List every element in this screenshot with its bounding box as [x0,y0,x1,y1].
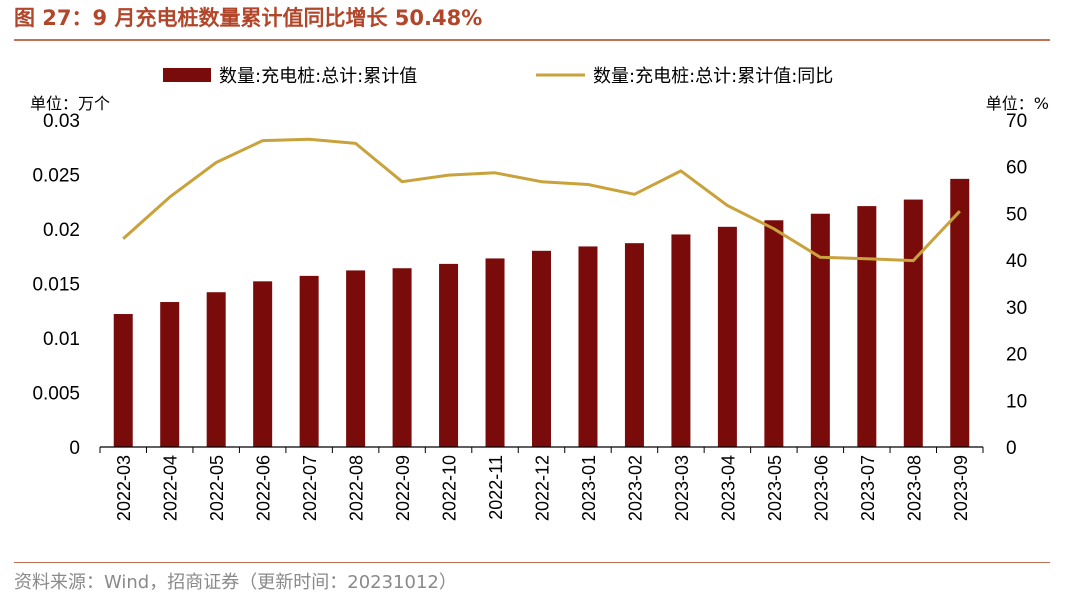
x-tick-label: 2022-06 [254,455,274,521]
source-note: 资料来源：Wind，招商证券（更新时间：20231012） [14,572,457,593]
bar [299,275,319,447]
y-left-tick-label: 0.01 [43,329,80,350]
x-tick-label: 2022-05 [207,455,227,521]
bar [253,281,273,447]
y-left-tick-label: 0.025 [32,166,80,187]
y-right-tick-label: 50 [1006,204,1027,225]
bar [578,246,598,447]
y-right-tick-label: 70 [1006,111,1027,132]
bar [764,220,784,447]
y-left-tick-label: 0.02 [43,220,80,241]
y-right-tick-label: 0 [1006,438,1017,459]
x-tick-label: 2022-04 [161,455,181,521]
x-tick-label: 2022-12 [533,455,553,521]
x-tick-label: 2023-05 [765,455,785,521]
bar [439,263,459,447]
bar [950,178,970,448]
y-right-tick-label: 20 [1006,345,1027,366]
bar [346,270,366,447]
x-tick-label: 2022-07 [300,455,320,521]
bar [532,250,551,447]
bar [113,314,133,447]
x-tick-label: 2022-11 [486,455,506,520]
legend-swatch-bar [163,68,211,82]
legend-label-bar: 数量:充电桩:总计:累计值 [219,66,417,87]
y-right-unit: 单位：% [986,94,1049,113]
legend-label-line: 数量:充电桩:总计:累计值:同比 [593,66,833,87]
y-right-tick-label: 30 [1006,298,1027,319]
x-tick-label: 2023-09 [951,455,971,521]
x-tick-label: 2022-03 [114,455,134,521]
y-left-tick-label: 0.015 [32,275,80,296]
bar [392,268,412,447]
y-right-tick-label: 10 [1006,391,1027,412]
bar [671,234,691,447]
x-tick-label: 2023-04 [718,455,738,521]
bar [485,258,505,447]
y-right-tick-label: 60 [1006,158,1027,179]
bar [717,226,737,447]
y-right-tick-label: 40 [1006,251,1027,272]
x-tick-label: 2022-10 [440,455,460,521]
bar [810,213,830,447]
x-tick-label: 2023-06 [811,455,831,521]
x-tick-label: 2023-07 [858,455,878,521]
bar [857,206,877,447]
bar [160,302,180,447]
y-left-tick-label: 0 [69,438,80,459]
x-tick-label: 2023-02 [625,455,645,521]
chart-title: 图 27：9 月充电桩数量累计值同比增长 50.48% [14,6,483,30]
x-tick-label: 2023-01 [579,455,599,521]
y-left-tick-label: 0.005 [32,384,80,405]
bar [624,243,644,447]
x-tick-label: 2022-09 [393,455,413,521]
source-divider [14,562,1050,563]
x-tick-label: 2022-08 [347,455,367,521]
bar [206,292,226,447]
x-tick-label: 2023-08 [904,455,924,521]
yoy-line [122,137,961,263]
x-tick-label: 2023-03 [672,455,692,521]
y-left-tick-label: 0.03 [43,111,80,132]
bar [903,199,923,447]
title-divider [14,39,1050,41]
y-left-unit: 单位：万个 [30,94,110,113]
